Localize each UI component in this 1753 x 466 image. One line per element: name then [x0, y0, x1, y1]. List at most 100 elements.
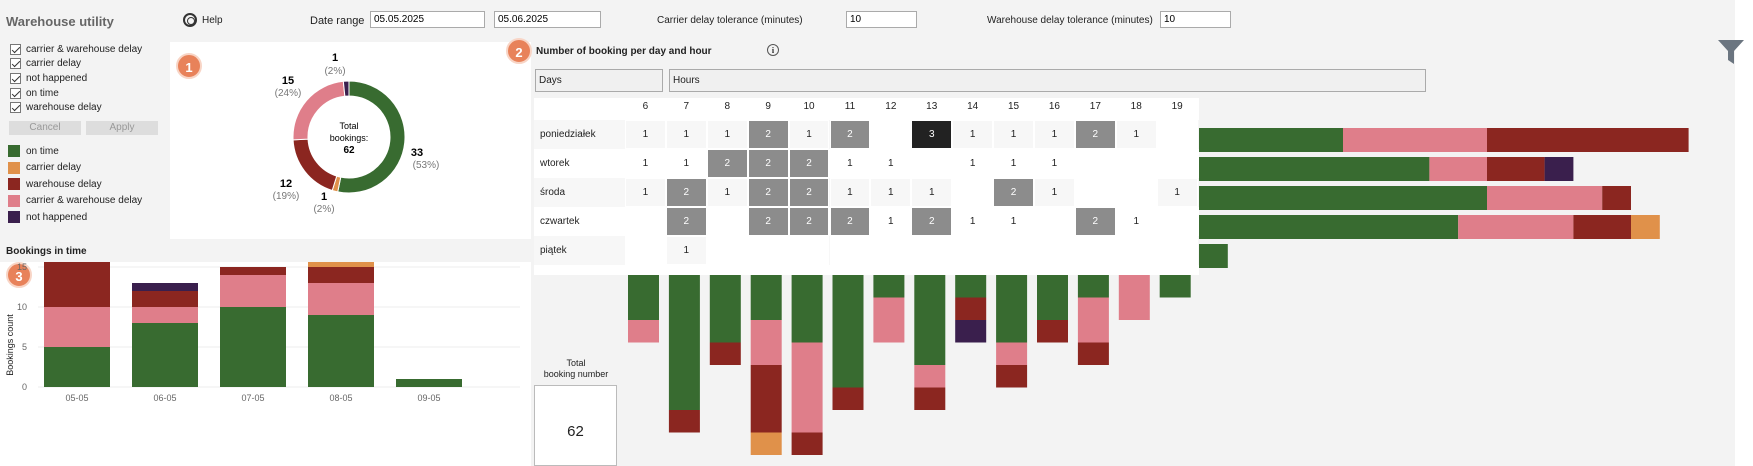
heatmap-cell[interactable]: 2	[788, 178, 830, 207]
date-to-input[interactable]	[494, 11, 601, 28]
heatmap-cell[interactable]	[1115, 178, 1157, 207]
hour-header: 16	[1048, 101, 1060, 112]
heatmap-cell[interactable]: 1	[870, 207, 912, 236]
heatmap-cell[interactable]	[993, 236, 1034, 265]
heatmap-cell[interactable]: 1	[706, 178, 748, 207]
heatmap-cell[interactable]	[788, 236, 830, 265]
checkbox-checked-icon[interactable]	[10, 58, 21, 70]
heatmap-cell[interactable]: 1	[870, 178, 912, 207]
heatmap-cell[interactable]: 2	[993, 178, 1034, 207]
heatmap-cell[interactable]: 1	[952, 120, 994, 149]
days-header[interactable]: Days	[535, 69, 663, 92]
bar-segment	[308, 262, 374, 267]
filter-item[interactable]: carrier & warehouse delay	[10, 42, 142, 57]
heatmap-cell[interactable]: 2	[747, 149, 789, 178]
heatmap-cell[interactable]: 1	[665, 120, 707, 149]
hour-header: 12	[885, 101, 897, 112]
heatmap-cell[interactable]	[829, 236, 871, 265]
info-icon[interactable]: i	[767, 44, 779, 56]
heatmap-cell[interactable]: 2	[911, 207, 953, 236]
heatmap-cell[interactable]: 2	[788, 207, 830, 236]
heatmap-cell[interactable]	[870, 236, 912, 265]
heatmap-cell[interactable]: 1	[1156, 178, 1198, 207]
heatmap-cell[interactable]: 1	[625, 149, 666, 178]
heatmap-cell[interactable]: 3	[911, 120, 953, 149]
apply-button[interactable]: Apply	[86, 121, 158, 135]
filter-funnel-icon[interactable]	[1716, 38, 1746, 66]
day-total-segment	[1544, 157, 1574, 181]
heatmap-cell[interactable]	[1115, 236, 1157, 265]
heatmap-cell[interactable]	[1074, 178, 1116, 207]
heatmap-cell[interactable]	[1034, 236, 1075, 265]
heatmap-cell[interactable]: 1	[1115, 207, 1157, 236]
heatmap-cell[interactable]	[1034, 207, 1075, 236]
heatmap-cell[interactable]	[706, 207, 748, 236]
heatmap-cell[interactable]: 2	[665, 178, 707, 207]
heatmap-cell[interactable]: 1	[1034, 178, 1075, 207]
heatmap-cell[interactable]	[1156, 149, 1198, 178]
hour-total-segment	[996, 342, 1028, 365]
heatmap-cell[interactable]: 1	[1115, 120, 1157, 149]
heatmap-cell[interactable]: 1	[870, 149, 912, 178]
heatmap-cell[interactable]: 1	[993, 207, 1034, 236]
hours-header[interactable]: Hours	[669, 69, 1426, 92]
filter-item[interactable]: warehouse delay	[10, 100, 142, 115]
heatmap-cell[interactable]	[1156, 120, 1198, 149]
heatmap-cell[interactable]: 1	[911, 178, 953, 207]
heatmap-cell[interactable]: 2	[747, 120, 789, 149]
heatmap-cell[interactable]: 1	[788, 120, 830, 149]
warehouse-tolerance-input[interactable]	[1160, 11, 1231, 28]
heatmap-cell[interactable]: 1	[665, 236, 707, 265]
heatmap-cell[interactable]: 1	[993, 120, 1034, 149]
cancel-button[interactable]: Cancel	[9, 121, 81, 135]
filter-item[interactable]: carrier delay	[10, 57, 142, 72]
date-from-input[interactable]	[370, 11, 485, 28]
heatmap-cell[interactable]	[1156, 236, 1198, 265]
heatmap-cell[interactable]	[1115, 149, 1157, 178]
heatmap-cell[interactable]: 1	[625, 178, 666, 207]
heatmap-cell[interactable]: 2	[706, 149, 748, 178]
hour-total-segment	[1118, 275, 1150, 320]
heatmap-cell[interactable]	[952, 178, 994, 207]
heatmap-cell[interactable]: 1	[829, 149, 871, 178]
heatmap-cell[interactable]: 1	[1034, 149, 1075, 178]
checkbox-checked-icon[interactable]	[10, 102, 21, 114]
heatmap-cell[interactable]: 1	[952, 149, 994, 178]
heatmap-cell[interactable]: 1	[993, 149, 1034, 178]
heatmap-cell[interactable]: 1	[829, 178, 871, 207]
filter-item[interactable]: on time	[10, 86, 142, 101]
heatmap-cell[interactable]: 2	[665, 207, 707, 236]
heatmap-cell[interactable]: 1	[952, 207, 994, 236]
heatmap-cell[interactable]: 1	[625, 120, 666, 149]
checkbox-checked-icon[interactable]	[10, 43, 21, 55]
filter-item[interactable]: not happened	[10, 71, 142, 86]
heatmap-cell[interactable]	[706, 236, 748, 265]
heatmap-cell[interactable]: 1	[665, 149, 707, 178]
heatmap-cell[interactable]: 1	[706, 120, 748, 149]
carrier-tolerance-input[interactable]	[846, 11, 917, 28]
heatmap-cell[interactable]: 2	[747, 178, 789, 207]
heatmap-cell[interactable]: 2	[829, 207, 871, 236]
heatmap-cell[interactable]: 2	[788, 149, 830, 178]
heatmap-cell[interactable]	[747, 236, 789, 265]
heatmap-cell[interactable]: 2	[747, 207, 789, 236]
heatmap-cell[interactable]: 2	[1074, 207, 1116, 236]
heatmap-cell[interactable]	[1074, 149, 1116, 178]
help-button[interactable]: Help	[183, 13, 223, 27]
heatmap-cell[interactable]	[952, 236, 994, 265]
hour-header: 18	[1130, 101, 1142, 112]
heatmap-cell[interactable]	[625, 207, 666, 236]
checkbox-checked-icon[interactable]	[10, 87, 21, 99]
heatmap-cell[interactable]: 2	[1074, 120, 1116, 149]
heatmap-cell[interactable]: 1	[1034, 120, 1075, 149]
day-total-segment	[1343, 128, 1487, 152]
badge-1: 1	[176, 53, 202, 79]
heatmap-cell[interactable]	[870, 120, 912, 149]
heatmap-cell[interactable]	[625, 236, 666, 265]
heatmap-cell[interactable]	[1156, 207, 1198, 236]
checkbox-checked-icon[interactable]	[10, 72, 21, 84]
heatmap-cell[interactable]	[1074, 236, 1116, 265]
heatmap-cell[interactable]	[911, 149, 953, 178]
heatmap-cell[interactable]: 2	[829, 120, 871, 149]
heatmap-cell[interactable]	[911, 236, 953, 265]
